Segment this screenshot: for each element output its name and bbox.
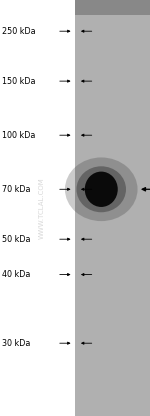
Text: WWW.TCLAL.COM: WWW.TCLAL.COM: [39, 177, 45, 239]
Bar: [75, 0, 150, 416]
Text: 150 kDa: 150 kDa: [2, 77, 35, 86]
Text: 30 kDa: 30 kDa: [2, 339, 30, 348]
Ellipse shape: [65, 158, 138, 221]
Ellipse shape: [76, 166, 126, 212]
Text: 70 kDa: 70 kDa: [2, 185, 30, 194]
Text: 40 kDa: 40 kDa: [2, 270, 30, 279]
Text: 50 kDa: 50 kDa: [2, 235, 30, 244]
Text: 250 kDa: 250 kDa: [2, 27, 35, 36]
Bar: [75, 0, 150, 15]
Ellipse shape: [85, 171, 118, 207]
Text: 100 kDa: 100 kDa: [2, 131, 35, 140]
